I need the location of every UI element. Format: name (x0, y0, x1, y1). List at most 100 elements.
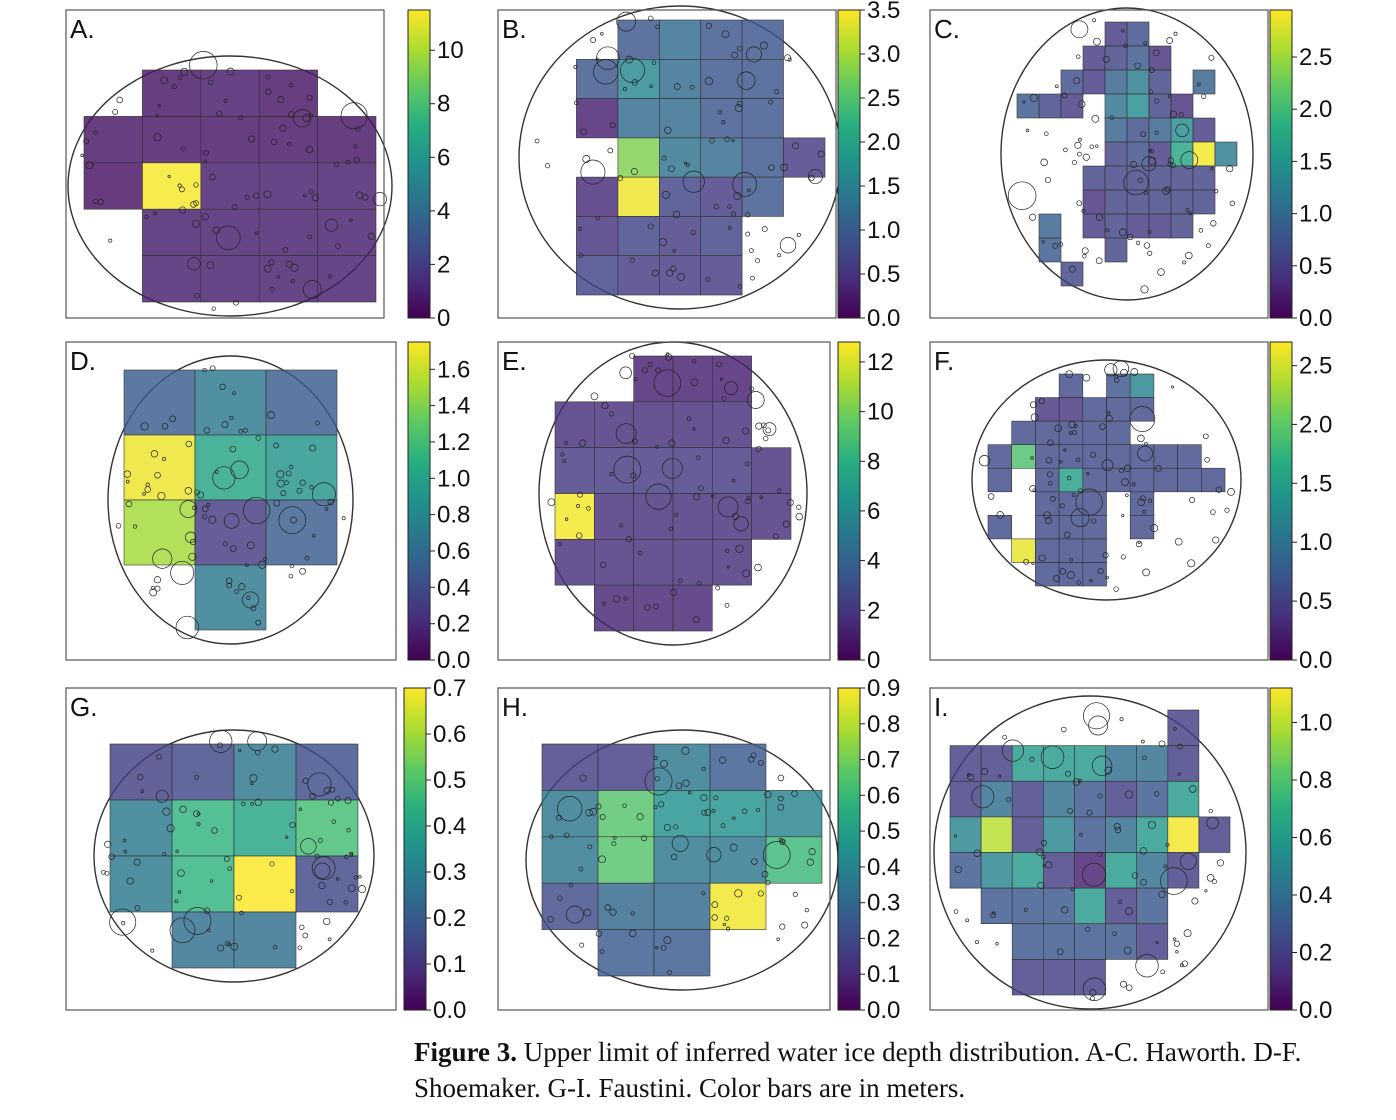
small-crater-marker (1206, 874, 1215, 882)
small-crater-marker (609, 122, 616, 129)
colorbar-tick-label: 1.6 (437, 356, 470, 383)
small-crater-marker (288, 82, 294, 88)
heatmap-cell (1148, 141, 1172, 167)
heatmap-cell (317, 255, 377, 303)
small-crater-marker (1127, 233, 1134, 241)
small-crater-marker (733, 516, 749, 532)
small-crater-marker (230, 942, 239, 951)
small-crater-marker (713, 795, 719, 801)
small-crater-marker (716, 361, 722, 368)
small-crater-marker (745, 46, 762, 63)
small-crater-marker (244, 195, 250, 200)
small-crater-marker (193, 182, 199, 188)
heatmap-cell (123, 499, 196, 566)
small-crater-marker (311, 482, 336, 507)
small-crater-marker (1224, 507, 1230, 513)
heatmap-cell (1106, 373, 1131, 398)
small-crater-marker (209, 174, 216, 181)
small-crater-marker (1082, 153, 1090, 161)
small-crater-marker (1053, 575, 1060, 582)
small-crater-marker (341, 516, 346, 521)
heatmap-cell (1177, 444, 1202, 469)
small-crater-marker (1101, 459, 1114, 472)
small-crater-marker (177, 890, 182, 894)
small-crater-marker (1124, 907, 1134, 916)
small-crater-marker (212, 466, 236, 490)
small-crater-marker (115, 523, 122, 529)
small-crater-marker (179, 805, 187, 813)
small-crater-marker (668, 165, 675, 173)
small-crater-marker (677, 273, 686, 281)
small-crater-marker (1059, 503, 1065, 509)
small-crater-marker (205, 503, 211, 508)
heatmap-cell (700, 216, 743, 256)
heatmap-cell (194, 434, 267, 501)
small-crater-marker (1148, 67, 1155, 73)
small-crater-marker (557, 796, 583, 822)
small-crater-marker (609, 472, 614, 477)
small-crater-marker (288, 111, 295, 119)
small-crater-marker (234, 589, 240, 594)
small-crater-marker (705, 22, 712, 29)
small-crater-marker (761, 226, 768, 233)
small-crater-marker (608, 411, 614, 417)
small-crater-marker (670, 588, 677, 596)
small-crater-marker (768, 164, 775, 171)
heatmap-cell (109, 855, 173, 913)
small-crater-marker (735, 544, 744, 553)
small-crater-marker (299, 924, 305, 930)
small-crater-marker (1050, 496, 1056, 502)
small-crater-marker (1123, 169, 1149, 196)
small-crater-marker (664, 126, 672, 134)
small-crater-marker (1040, 745, 1065, 769)
heatmap-cell (1060, 93, 1084, 119)
small-crater-marker (658, 238, 667, 247)
small-crater-marker (1041, 240, 1045, 244)
heatmap-cell (1074, 852, 1106, 889)
heatmap-cell (597, 790, 655, 838)
small-crater-marker (1215, 486, 1222, 493)
colorbar (837, 687, 861, 1011)
small-crater-marker (1130, 160, 1138, 169)
small-crater-marker (265, 74, 271, 79)
heatmap-cell (633, 493, 674, 540)
small-crater-marker (1137, 498, 1145, 506)
small-crater-marker (600, 31, 604, 36)
small-crater-marker (617, 175, 624, 181)
heatmap-cell (1082, 491, 1107, 516)
small-crater-marker (179, 500, 198, 518)
small-crater-marker (689, 84, 695, 90)
small-crater-marker (745, 231, 751, 237)
small-crater-marker (590, 392, 599, 401)
small-crater-marker (806, 858, 814, 866)
small-crater-marker (565, 905, 584, 924)
small-crater-marker (763, 435, 769, 442)
heatmap-cell (1105, 745, 1137, 782)
small-crater-marker (142, 492, 146, 496)
colorbar-tick-label: 2.0 (1299, 411, 1332, 438)
small-crater-marker (211, 827, 218, 834)
small-crater-marker (784, 54, 792, 62)
small-crater-marker (1227, 488, 1235, 496)
small-crater-marker (156, 754, 162, 760)
panel-letter: A. (70, 14, 95, 44)
small-crater-marker (223, 513, 240, 529)
small-crater-marker (1097, 568, 1104, 575)
heatmap-cell (741, 19, 784, 60)
small-crater-marker (808, 848, 816, 856)
small-crater-marker (1002, 734, 1008, 740)
small-crater-marker (1083, 702, 1110, 730)
crater-outline (933, 695, 1247, 1010)
small-crater-marker (630, 168, 638, 175)
small-crater-marker (804, 908, 809, 913)
small-crater-marker (1075, 54, 1081, 59)
small-crater-marker (1093, 37, 1101, 46)
small-crater-marker (655, 946, 659, 950)
small-crater-marker (661, 155, 667, 161)
panel-h: H. 0.0 0.1 0.2 0.3 0.4 0.5 0.6 0.7 0.8 0.9 (497, 675, 900, 1020)
caption-label: Figure 3. (414, 1037, 517, 1067)
small-crater-marker (604, 904, 611, 911)
heatmap-cell (987, 444, 1013, 469)
colorbar (837, 9, 861, 319)
small-crater-marker (711, 808, 716, 813)
